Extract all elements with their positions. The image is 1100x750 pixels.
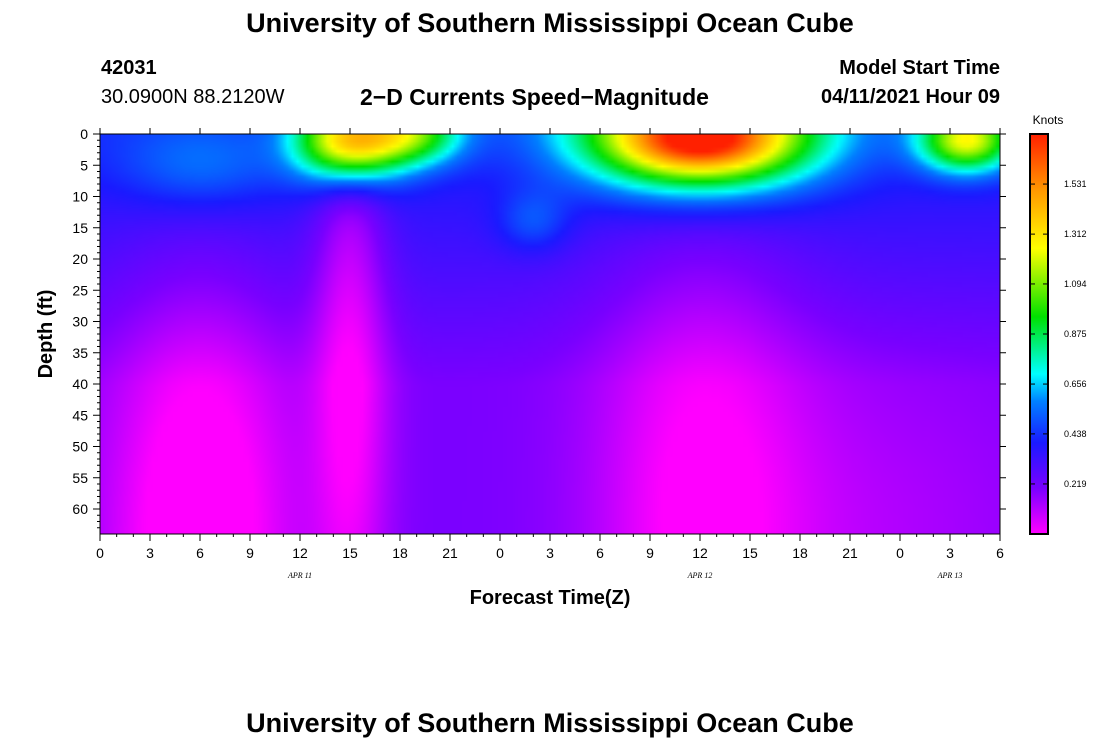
model-start-label: Model Start Time bbox=[839, 57, 1000, 79]
y-tick-label: 25 bbox=[72, 282, 88, 298]
plot-title: 2−D Currents Speed−Magnitude bbox=[360, 84, 709, 110]
heatmap-image bbox=[100, 134, 1000, 534]
colorbar-tick-label: 1.094 bbox=[1064, 279, 1087, 289]
y-tick-label: 10 bbox=[72, 189, 88, 205]
day-label: APR 11 bbox=[287, 571, 312, 580]
x-tick-label: 21 bbox=[442, 545, 458, 561]
y-tick-label: 15 bbox=[72, 220, 88, 236]
x-tick-label: 21 bbox=[842, 545, 858, 561]
page-title-top: University of Southern Mississippi Ocean… bbox=[246, 8, 854, 38]
colorbar-ticks: 1.531 1.312 1.094 0.875 0.656 0.438 0.219 bbox=[1030, 179, 1087, 489]
y-tick-label: 0 bbox=[80, 126, 88, 142]
x-tick-label: 12 bbox=[692, 545, 708, 561]
colorbar-unit: Knots bbox=[1033, 113, 1064, 127]
colorbar-tick-label: 0.656 bbox=[1064, 379, 1087, 389]
y-tick-label: 60 bbox=[72, 501, 88, 517]
x-tick-label: 6 bbox=[996, 545, 1004, 561]
y-tick-label: 55 bbox=[72, 470, 88, 486]
station-id: 42031 bbox=[101, 57, 157, 79]
y-tick-label: 30 bbox=[72, 314, 88, 330]
day-label: APR 13 bbox=[937, 571, 963, 580]
colorbar-tick-label: 0.875 bbox=[1064, 329, 1087, 339]
day-labels: APR 11 APR 12 APR 13 bbox=[287, 571, 962, 580]
colorbar-tick-label: 1.531 bbox=[1064, 179, 1087, 189]
colorbar-tick-label: 0.219 bbox=[1064, 479, 1087, 489]
x-tick-label: 9 bbox=[246, 545, 254, 561]
x-tick-label: 9 bbox=[646, 545, 654, 561]
y-axis-ticks: 0 5 10 15 20 25 30 35 40 45 50 55 60 bbox=[72, 126, 1006, 529]
x-tick-label: 18 bbox=[792, 545, 808, 561]
x-axis-ticks: 0 3 6 9 12 15 18 21 0 3 6 9 12 15 18 21 0 3 6 bbox=[96, 128, 1004, 561]
y-tick-label: 50 bbox=[72, 439, 88, 455]
x-tick-label: 6 bbox=[596, 545, 604, 561]
x-tick-label: 12 bbox=[292, 545, 308, 561]
x-tick-label: 6 bbox=[196, 545, 204, 561]
colorbar-tick-label: 0.438 bbox=[1064, 429, 1087, 439]
y-tick-label: 35 bbox=[72, 345, 88, 361]
y-axis-title: Depth (ft) bbox=[35, 290, 57, 379]
y-tick-label: 45 bbox=[72, 407, 88, 423]
x-tick-label: 15 bbox=[342, 545, 358, 561]
x-axis-title: Forecast Time(Z) bbox=[470, 587, 631, 609]
x-tick-label: 0 bbox=[496, 545, 504, 561]
colorbar-tick-label: 1.312 bbox=[1064, 229, 1087, 239]
x-tick-label: 3 bbox=[146, 545, 154, 561]
x-tick-label: 3 bbox=[546, 545, 554, 561]
colorbar: Knots 1.531 1.312 1.094 0.875 0.656 0.438 0.21… bbox=[1029, 113, 1087, 535]
y-tick-label: 40 bbox=[72, 376, 88, 392]
y-tick-label: 20 bbox=[72, 251, 88, 267]
x-tick-label: 0 bbox=[96, 545, 104, 561]
y-tick-label: 5 bbox=[80, 157, 88, 173]
station-coordinates: 30.0900N 88.2120W bbox=[101, 86, 285, 108]
day-label: APR 12 bbox=[687, 571, 713, 580]
x-tick-label: 15 bbox=[742, 545, 758, 561]
x-tick-label: 0 bbox=[896, 545, 904, 561]
x-tick-label: 18 bbox=[392, 545, 408, 561]
page-title-bottom: University of Southern Mississippi Ocean… bbox=[246, 708, 854, 738]
x-tick-label: 3 bbox=[946, 545, 954, 561]
model-start-time: 04/11/2021 Hour 09 bbox=[820, 86, 1000, 108]
